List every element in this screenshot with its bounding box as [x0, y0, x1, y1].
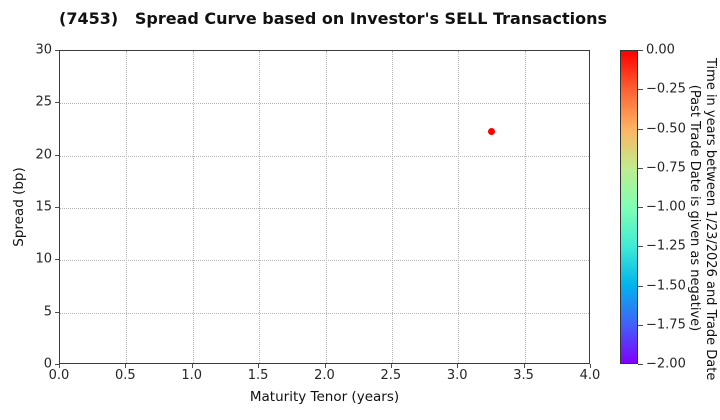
x-tick-label: 0.5	[115, 368, 136, 383]
y-tick-mark	[55, 259, 59, 261]
colorbar-tick-mark	[638, 167, 643, 169]
horizontal-gridline	[60, 312, 589, 314]
y-tick-label: 30	[35, 42, 52, 58]
y-axis-tick-labels: 0 5 10 15 20 25 30	[12, 0, 52, 420]
y-tick-label: 25	[35, 94, 52, 110]
horizontal-gridline	[60, 260, 589, 262]
y-tick-label: 5	[43, 304, 52, 320]
x-tick-mark	[590, 364, 591, 368]
x-tick-mark	[457, 364, 459, 368]
y-tick-mark	[55, 364, 59, 365]
x-tick-mark	[523, 364, 525, 368]
x-tick-mark	[258, 364, 260, 368]
y-tick-label: 20	[35, 147, 52, 163]
colorbar-tick-label: −0.50	[646, 121, 686, 136]
colorbar-tick-mark	[638, 89, 643, 91]
x-tick-label: 0.0	[48, 368, 70, 383]
colorbar-tick-label: −1.00	[646, 199, 686, 215]
colorbar-tick-mark	[638, 324, 643, 326]
horizontal-gridline	[60, 103, 589, 105]
x-tick-label: 4.0	[579, 368, 601, 383]
colorbar-tick-mark	[638, 207, 643, 208]
horizontal-gridline	[60, 208, 589, 209]
scatter-point	[487, 128, 495, 136]
colorbar-tick-label: −1.75	[646, 317, 686, 333]
colorbar-label: Time in years between 1/23/2026 and Trad…	[686, 58, 719, 381]
colorbar	[620, 50, 638, 364]
colorbar-tick-label: −1.25	[646, 238, 686, 254]
x-tick-label: 2.0	[314, 368, 335, 383]
y-tick-mark	[55, 50, 59, 51]
y-tick-label: 10	[35, 251, 52, 267]
y-tick-mark	[55, 207, 59, 208]
vertical-gridline	[391, 51, 393, 363]
chart-title: (7453) Spread Curve based on Investor's …	[59, 9, 608, 28]
vertical-gridline	[192, 51, 194, 363]
y-tick-label: 15	[35, 199, 52, 215]
colorbar-tick-mark	[638, 364, 643, 365]
colorbar-tick-label: −0.25	[646, 81, 686, 97]
colorbar-tick-mark	[638, 50, 643, 51]
x-tick-mark	[324, 364, 326, 368]
x-tick-label: 3.0	[446, 368, 468, 383]
colorbar-tick-mark	[638, 246, 643, 248]
plot-area	[59, 50, 590, 364]
y-tick-mark	[55, 102, 59, 104]
x-axis-tick-labels: 0.0 0.5 1.0 1.5 2.0 2.5 3.0 3.5 4.0	[49, 368, 601, 384]
horizontal-gridline	[60, 155, 589, 157]
x-tick-label: 3.5	[513, 368, 534, 383]
colorbar-tick-label: −0.75	[646, 160, 686, 176]
vertical-gridline	[325, 51, 327, 363]
x-tick-mark	[191, 364, 193, 368]
colorbar-tick-label: −2.00	[646, 356, 686, 372]
x-tick-label: 1.0	[181, 368, 203, 383]
x-tick-mark	[390, 364, 392, 368]
colorbar-tick-mark	[638, 128, 643, 130]
colorbar-tick-mark	[638, 285, 643, 287]
x-tick-mark	[125, 364, 127, 368]
y-tick-label: 0	[43, 356, 52, 372]
colorbar-tick-label: −1.50	[646, 278, 686, 293]
colorbar-label-line1: Time in years between 1/23/2026 and Trad…	[703, 58, 718, 381]
colorbar-tick-label: 0.00	[646, 42, 675, 58]
colorbar-label-line2: (Past Trade Date is given as negative)	[687, 84, 703, 332]
y-tick-mark	[55, 311, 59, 313]
vertical-gridline	[458, 51, 460, 363]
x-tick-mark	[59, 364, 60, 368]
y-tick-mark	[55, 154, 59, 156]
vertical-gridline	[524, 51, 526, 363]
x-tick-label: 1.5	[247, 368, 269, 383]
x-tick-label: 2.5	[380, 368, 402, 383]
vertical-gridline	[126, 51, 128, 363]
x-axis-label: Maturity Tenor (years)	[249, 389, 400, 405]
vertical-gridline	[259, 51, 261, 363]
